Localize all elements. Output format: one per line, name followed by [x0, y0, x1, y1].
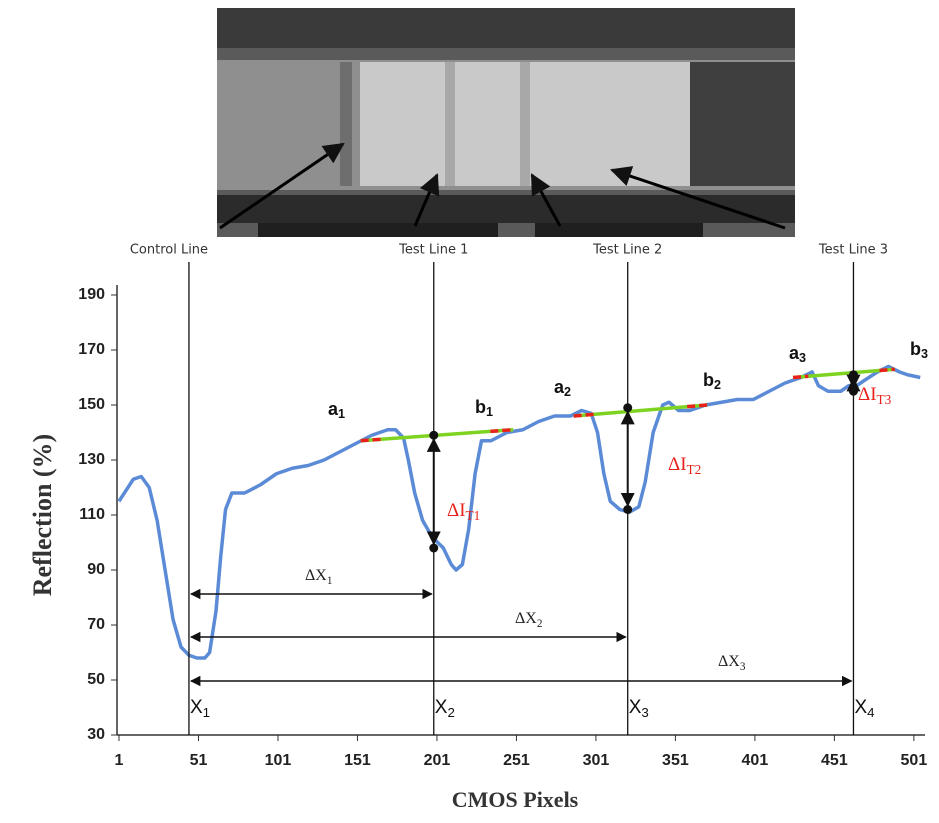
marker-x-label-main: X: [435, 697, 448, 718]
baseline-label: a1: [328, 399, 345, 422]
x-tick-label: 201: [424, 752, 451, 769]
marker-label: Test Line 1: [398, 243, 468, 258]
x-tick-label: 1: [115, 752, 124, 769]
delta-i-label-sub: T3: [877, 392, 892, 407]
delta-i-label-main: ΔI: [447, 500, 466, 521]
delta-x-label-main: ΔX: [305, 567, 327, 584]
x-tick-label: 301: [583, 752, 610, 769]
y-tick-label: 110: [79, 506, 105, 523]
baseline-label: b1: [475, 397, 493, 420]
delta-x-label-main: ΔX: [718, 653, 740, 670]
delta-i-label: ΔIT2: [668, 454, 701, 477]
point: [848, 370, 858, 380]
marker-x-label: X4: [854, 697, 874, 720]
baseline-label-main: a: [554, 377, 565, 397]
x-tick-label: 151: [344, 752, 371, 769]
x-tick-label: 451: [821, 752, 848, 769]
marker-x-label: X1: [190, 697, 210, 720]
baseline-label: a2: [554, 377, 571, 400]
marker-x-label-sub: 3: [641, 705, 648, 720]
baseline-label-main: b: [703, 370, 714, 390]
point: [429, 430, 439, 440]
marker-x-label-sub: 2: [447, 705, 454, 720]
point: [623, 403, 633, 413]
baseline-start: [792, 374, 809, 380]
marker-label: Test Line 3: [818, 243, 888, 258]
delta-x-label-sub: 3: [740, 661, 746, 673]
marker-x-label-sub: 4: [867, 705, 874, 720]
delta-i-label-main: ΔI: [668, 454, 687, 475]
y-tick-label: 50: [87, 671, 105, 688]
marker-x-label-sub: 1: [203, 705, 210, 720]
baseline-label-main: b: [475, 397, 486, 417]
y-tick-label: 70: [87, 616, 105, 633]
baseline-label-sub: 1: [486, 405, 493, 419]
baseline-end: [490, 428, 514, 434]
baseline-end: [687, 403, 708, 409]
baseline-label-sub: 3: [799, 351, 806, 365]
delta-i-label-main: ΔI: [858, 384, 877, 405]
x-tick-label: 351: [662, 752, 689, 769]
x-tick-label: 251: [503, 752, 530, 769]
baseline: [573, 403, 708, 418]
baseline-start: [573, 412, 594, 418]
baseline-label: b2: [703, 370, 721, 393]
baseline-label-main: a: [328, 399, 339, 419]
x-axis-title: CMOS Pixels: [452, 787, 579, 812]
delta-i-label-sub: T1: [466, 508, 481, 523]
baseline-label-sub: 1: [338, 407, 345, 421]
y-tick-label: 150: [78, 396, 105, 413]
baseline-label-sub: 2: [714, 378, 721, 392]
y-tick-label: 130: [78, 451, 105, 468]
strip-photo: [217, 8, 795, 237]
baseline: [792, 367, 895, 380]
delta-x-label: ΔX1: [305, 567, 332, 587]
marker-x-label-main: X: [190, 697, 203, 718]
y-tick-label: 170: [78, 341, 105, 358]
y-tick-label: 90: [87, 561, 105, 578]
marker-x-label-main: X: [854, 697, 867, 718]
delta-x-label-sub: 2: [537, 618, 543, 630]
delta-x-label-main: ΔX: [515, 610, 537, 627]
baseline-label-sub: 3: [921, 347, 928, 361]
marker-x-label: X3: [629, 697, 649, 720]
delta-x-label: ΔX3: [718, 653, 746, 673]
marker-x-label: X2: [435, 697, 455, 720]
x-tick-label: 401: [742, 752, 769, 769]
delta-x-label: ΔX2: [515, 610, 542, 630]
x-tick-label: 51: [190, 752, 208, 769]
y-tick-label: 30: [87, 726, 105, 743]
y-tick-label: 190: [78, 286, 105, 303]
point: [623, 505, 633, 514]
baseline-end: [879, 367, 895, 373]
marker-x-label-main: X: [629, 697, 642, 718]
x-tick-label: 501: [901, 752, 928, 769]
reflection-line: [117, 364, 921, 660]
point: [848, 386, 858, 396]
baseline-label-sub: 2: [564, 385, 571, 399]
marker-label: Control Line: [130, 243, 208, 258]
baseline-label: a3: [789, 343, 806, 366]
delta-i-label: ΔIT3: [858, 384, 892, 407]
baseline-label: b3: [910, 339, 928, 362]
x-tick-label: 101: [265, 752, 292, 769]
baseline-label-main: b: [910, 339, 921, 359]
delta-x-label-sub: 1: [327, 575, 333, 587]
point: [429, 543, 439, 553]
baseline-label-main: a: [789, 343, 800, 363]
y-axis-title: Reflection (%): [28, 434, 57, 596]
delta-i-label-sub: T2: [687, 462, 702, 477]
baseline-start: [360, 437, 384, 443]
delta-i-label: ΔIT1: [447, 500, 480, 523]
marker-label: Test Line 2: [592, 243, 662, 258]
